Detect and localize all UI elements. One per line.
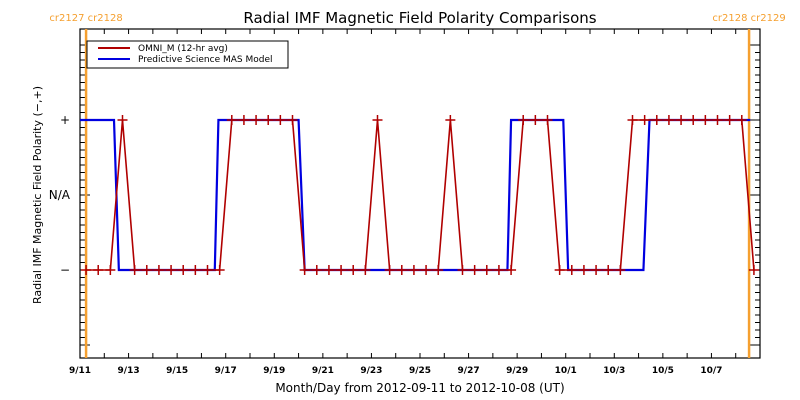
omni-data-point <box>81 265 92 275</box>
omni-data-point <box>566 265 577 275</box>
omni-data-point <box>457 265 468 275</box>
x-tick-label: 9/25 <box>409 366 431 376</box>
carrington-rotation-label: cr2128 cr2129 <box>712 13 785 24</box>
x-tick-label: 9/13 <box>118 366 140 376</box>
omni-data-point <box>542 115 553 125</box>
omni-data-point <box>506 265 517 275</box>
omni-data-point <box>323 265 334 275</box>
x-tick-label: 10/3 <box>603 366 625 376</box>
omni-data-point <box>445 115 456 125</box>
legend: OMNI_M (12-hr avg) Predictive Science MA… <box>86 40 289 69</box>
omni-data-point <box>226 115 237 125</box>
omni-data-point <box>251 115 262 125</box>
omni-data-point <box>190 265 201 275</box>
omni-data-point <box>263 115 274 125</box>
omni-data-point <box>663 115 674 125</box>
y-level-label: − <box>60 263 70 277</box>
x-axis-label: Month/Day from 2012-09-11 to 2012-10-08 … <box>275 381 564 395</box>
omni-data-point <box>651 115 662 125</box>
omni-data-point <box>615 265 626 275</box>
omni-data-point <box>712 115 723 125</box>
carrington-rotation-label: cr2127 cr2128 <box>49 13 122 24</box>
omni-data-point <box>591 265 602 275</box>
omni-data-point <box>700 115 711 125</box>
chart-title: Radial IMF Magnetic Field Polarity Compa… <box>243 9 596 27</box>
series-line-omni <box>86 119 755 271</box>
omni-data-point <box>360 265 371 275</box>
plot-frame <box>79 28 761 359</box>
omni-data-point <box>396 265 407 275</box>
omni-data-point <box>627 115 638 125</box>
omni-data-point <box>141 265 152 275</box>
omni-data-point <box>433 265 444 275</box>
x-tick-label: 9/17 <box>215 366 237 376</box>
x-tick-label: 9/23 <box>360 366 382 376</box>
series-line-mas-model <box>80 118 751 272</box>
y-level-label: N/A <box>49 188 71 202</box>
omni-data-point <box>603 265 614 275</box>
omni-data-point <box>469 265 480 275</box>
x-tick-label: 10/5 <box>652 366 674 376</box>
omni-data-point <box>117 115 128 125</box>
omni-data-point <box>178 265 189 275</box>
omni-data-point <box>530 115 541 125</box>
omni-data-point <box>384 265 395 275</box>
omni-data-point <box>676 115 687 125</box>
omni-data-point <box>408 265 419 275</box>
omni-data-point <box>724 115 735 125</box>
omni-data-point <box>166 265 177 275</box>
omni-data-point <box>493 265 504 275</box>
x-tick-label: 9/11 <box>69 366 91 376</box>
omni-data-point <box>518 115 529 125</box>
x-tick-label: 10/1 <box>555 366 577 376</box>
legend-box <box>86 40 289 69</box>
omni-data-point <box>639 115 650 125</box>
y-axis-label: Radial IMF Magnetic Field Polarity (−,+) <box>31 86 44 304</box>
x-tick-label: 9/21 <box>312 366 334 376</box>
omni-data-point <box>481 265 492 275</box>
omni-data-point <box>578 265 589 275</box>
omni-data-point <box>748 265 759 275</box>
omni-data-point <box>153 265 164 275</box>
omni-data-point <box>688 115 699 125</box>
omni-data-point <box>129 265 140 275</box>
omni-data-point <box>736 115 747 125</box>
omni-data-point <box>421 265 432 275</box>
omni-data-point <box>202 265 213 275</box>
omni-data-point <box>554 265 565 275</box>
omni-data-point <box>336 265 347 275</box>
omni-data-point <box>299 265 310 275</box>
omni-data-point <box>348 265 359 275</box>
omni-data-point <box>214 265 225 275</box>
omni-data-point <box>275 115 286 125</box>
x-tick-label: 9/19 <box>263 366 285 376</box>
legend-label-omni: OMNI_M (12-hr avg) <box>138 44 228 54</box>
legend-label-mas: Predictive Science MAS Model <box>138 55 273 65</box>
omni-data-point <box>105 265 116 275</box>
x-tick-label: 9/27 <box>458 366 480 376</box>
y-level-label: + <box>60 113 70 127</box>
x-tick-label: 10/7 <box>700 366 722 376</box>
omni-data-point <box>287 115 298 125</box>
x-tick-label: 9/15 <box>166 366 188 376</box>
omni-data-point <box>372 115 383 125</box>
omni-data-point <box>93 265 104 275</box>
omni-data-point <box>311 265 322 275</box>
x-tick-label: 9/29 <box>506 366 528 376</box>
omni-data-point <box>238 115 249 125</box>
